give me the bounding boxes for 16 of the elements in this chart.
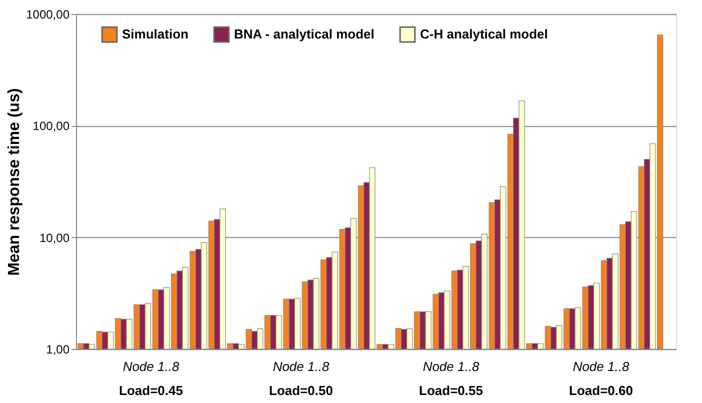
- legend-label: BNA - analytical model: [234, 26, 374, 42]
- text: Node 1..8: [422, 359, 480, 374]
- y-tick-label: 1000,00: [26, 8, 70, 22]
- text: Load=0.50: [269, 383, 333, 398]
- text: Node 1..8: [122, 359, 180, 374]
- text: Load=0.55: [419, 383, 483, 398]
- y-tick-label: 10,00: [39, 230, 70, 245]
- legend-label: Simulation: [122, 26, 189, 42]
- legend-label: C-H analytical model: [420, 26, 548, 42]
- text: Load=0.45: [119, 383, 183, 398]
- y-axis-title: Mean response time (us): [6, 88, 24, 276]
- text: Node 1..8: [572, 359, 630, 374]
- y-tick-label: 100,00: [32, 119, 70, 134]
- text: Node 1..8: [272, 359, 330, 374]
- y-tick-label: 1,00: [46, 342, 70, 356]
- text: Load=0.60: [569, 383, 633, 398]
